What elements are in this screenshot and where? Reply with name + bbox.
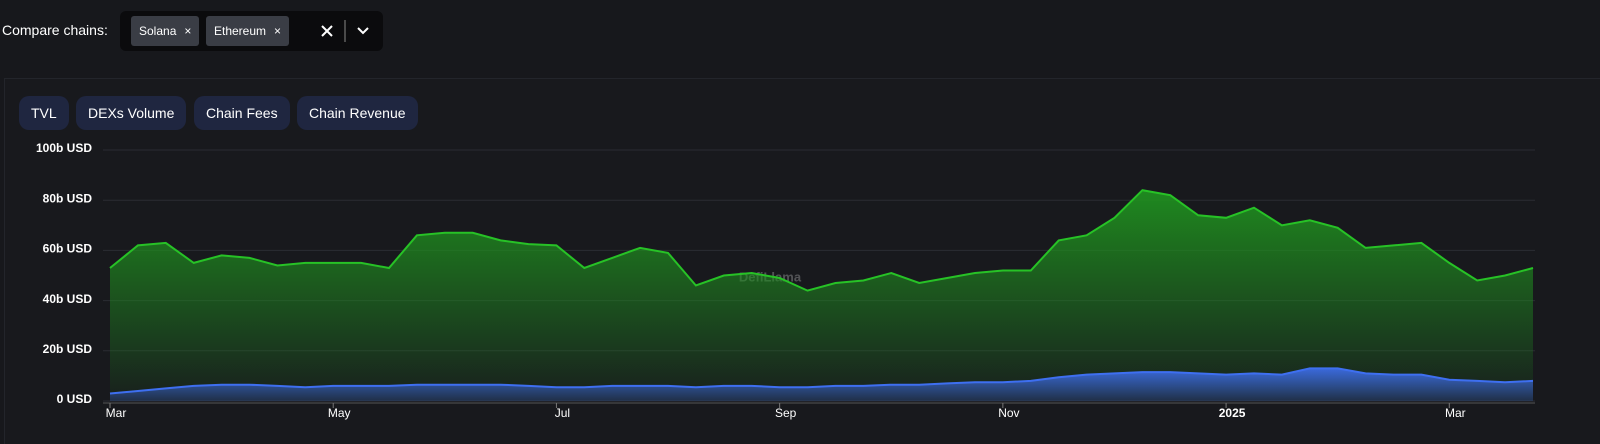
tab[interactable]: TVL — [19, 96, 69, 130]
chip-remove[interactable]: × — [274, 24, 282, 38]
clear-icon[interactable] — [321, 25, 333, 37]
chip[interactable]: Solana × — [131, 16, 200, 46]
chip[interactable]: Ethereum × — [206, 16, 290, 46]
select-icons — [321, 20, 369, 42]
chain-select[interactable]: Solana × Ethereum × — [120, 11, 383, 51]
chevron[interactable] — [357, 27, 369, 35]
chip-text: Solana — [139, 24, 177, 38]
chip-text: Ethereum — [214, 24, 267, 38]
compare-label: Compare chains: — [2, 22, 108, 38]
chip-remove[interactable]: × — [184, 24, 192, 38]
panel — [4, 78, 1600, 444]
tab[interactable]: DEXs Volume — [76, 96, 187, 130]
tab[interactable]: Chain Revenue — [297, 96, 418, 130]
tab[interactable]: Chain Fees — [194, 96, 290, 130]
